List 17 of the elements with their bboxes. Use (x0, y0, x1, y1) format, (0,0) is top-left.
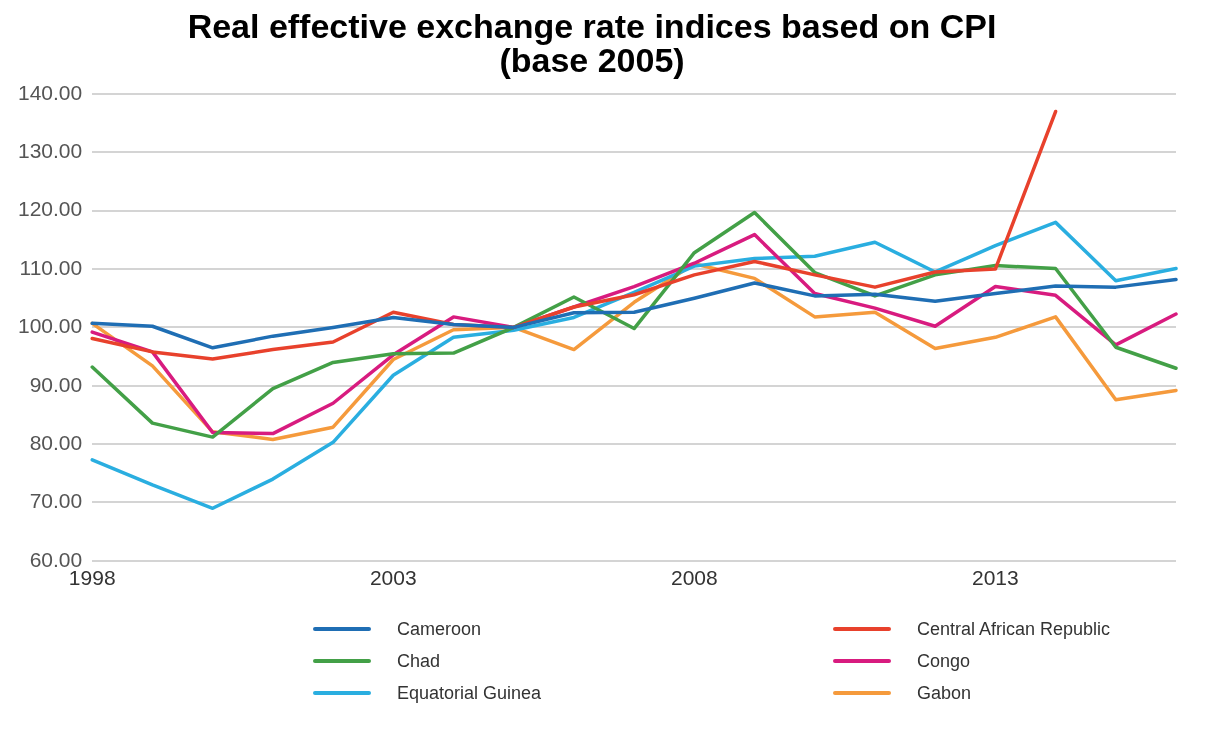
y-tick-label: 140.00 (18, 80, 83, 104)
legend-label: Chad (397, 650, 441, 672)
legend-label: Gabon (917, 682, 972, 704)
x-tick-label: 2008 (670, 566, 718, 590)
y-tick-label: 130.00 (18, 139, 83, 163)
legend-label: Central African Republic (917, 618, 1111, 640)
x-tick-label: 2013 (972, 566, 1019, 590)
legend-label: Cameroon (397, 618, 482, 640)
y-tick-label: 90.00 (29, 372, 83, 396)
legend-label: Congo (917, 650, 971, 672)
legend-label: Equatorial Guinea (397, 682, 542, 704)
y-tick-label: 70.00 (29, 489, 83, 513)
x-tick-label: 2003 (369, 566, 417, 590)
y-tick-label: 80.00 (29, 430, 83, 454)
y-tick-label: 100.00 (18, 314, 83, 338)
y-tick-label: 120.00 (18, 197, 83, 221)
y-tick-label: 110.00 (19, 255, 83, 279)
